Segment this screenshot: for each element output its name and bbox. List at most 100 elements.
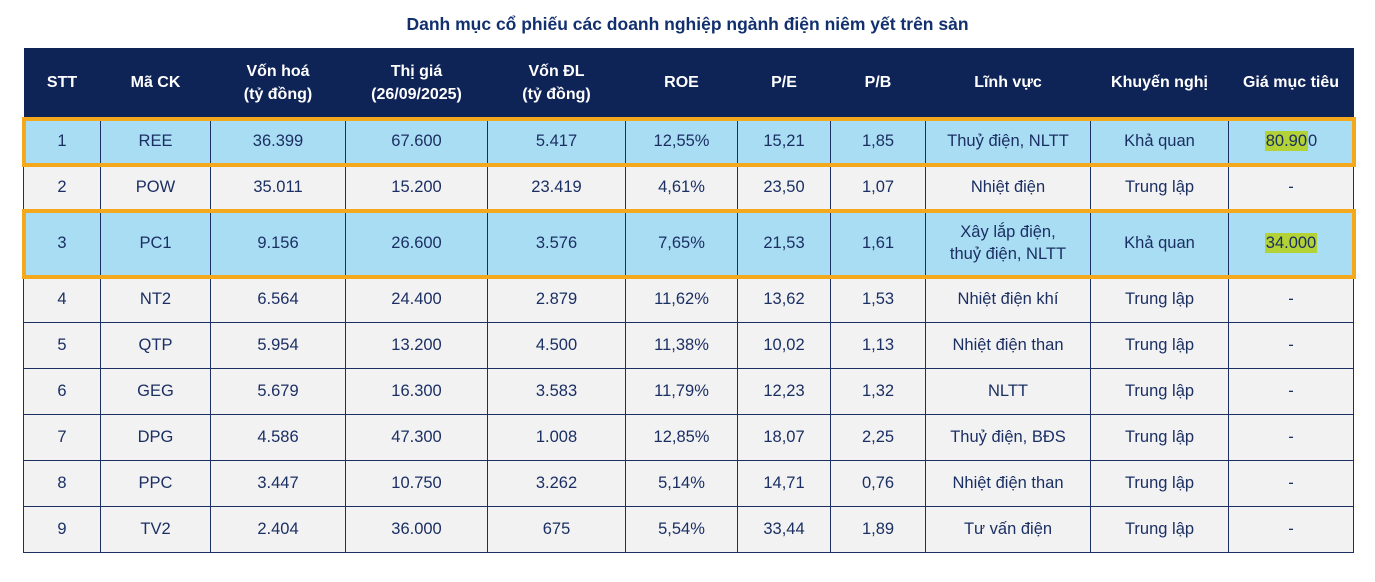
cell-stt: 7 — [23, 414, 101, 461]
cell-stt: 3 — [23, 210, 101, 277]
cell-pb: 0,76 — [830, 460, 926, 507]
cell-ma_ck: POW — [100, 164, 211, 211]
cell-gia_muc_tieu: 34.000 — [1228, 210, 1354, 277]
cell-ma_ck: TV2 — [100, 506, 211, 553]
cell-von_dl: 5.417 — [487, 118, 626, 165]
cell-von_dl: 3.262 — [487, 460, 626, 507]
cell-von_dl: 23.419 — [487, 164, 626, 211]
cell-von_dl: 4.500 — [487, 322, 626, 369]
cell-von_dl: 675 — [487, 506, 626, 553]
cell-von_dl: 2.879 — [487, 276, 626, 323]
cell-gia_muc_tieu: - — [1228, 276, 1354, 323]
cell-roe: 5,14% — [625, 460, 738, 507]
table-row: 4 NT2 6.564 24.400 2.879 11,62% 13,62 1,53 Nhiệt… — [23, 276, 1354, 323]
column-header-ma_ck: Mã CK — [100, 48, 211, 119]
cell-linh_vuc: Nhiệt điện — [925, 164, 1091, 211]
cell-von_hoa: 36.399 — [210, 118, 346, 165]
cell-stt: 5 — [23, 322, 101, 369]
cell-gia_muc_tieu: - — [1228, 164, 1354, 211]
cell-roe: 7,65% — [625, 210, 738, 277]
cell-stt: 4 — [23, 276, 101, 323]
cell-thi_gia: 67.600 — [345, 118, 488, 165]
cell-gia_muc_tieu: 80.900 — [1228, 118, 1354, 165]
cell-roe: 11,62% — [625, 276, 738, 323]
cell-pe: 10,02 — [737, 322, 831, 369]
cell-von_hoa: 35.011 — [210, 164, 346, 211]
cell-khuyen_nghi: Trung lập — [1090, 164, 1229, 211]
cell-pb: 1,89 — [830, 506, 926, 553]
cell-khuyen_nghi: Trung lập — [1090, 506, 1229, 553]
cell-thi_gia: 10.750 — [345, 460, 488, 507]
cell-thi_gia: 15.200 — [345, 164, 488, 211]
cell-khuyen_nghi: Trung lập — [1090, 322, 1229, 369]
table-body: 1 REE 36.399 67.600 5.417 12,55% 15,21 1,85 Thuỷ… — [21, 116, 1356, 553]
cell-pb: 1,61 — [830, 210, 926, 277]
cell-thi_gia: 26.600 — [345, 210, 488, 277]
column-header-pb: P/B — [830, 48, 926, 119]
table-row: 1 REE 36.399 67.600 5.417 12,55% 15,21 1,85 Thuỷ… — [21, 116, 1356, 167]
table-row: 5 QTP 5.954 13.200 4.500 11,38% 10,02 1,13 Nhiệt… — [23, 322, 1354, 369]
cell-khuyen_nghi: Trung lập — [1090, 460, 1229, 507]
cell-ma_ck: REE — [100, 118, 211, 165]
cell-khuyen_nghi: Trung lập — [1090, 368, 1229, 415]
cell-von_hoa: 5.954 — [210, 322, 346, 369]
cell-stt: 2 — [23, 164, 101, 211]
cell-gia_muc_tieu: - — [1228, 322, 1354, 369]
cell-roe: 5,54% — [625, 506, 738, 553]
cell-stt: 6 — [23, 368, 101, 415]
cell-ma_ck: GEG — [100, 368, 211, 415]
cell-khuyen_nghi: Khả quan — [1090, 210, 1229, 277]
cell-von_dl: 1.008 — [487, 414, 626, 461]
cell-von_dl: 3.576 — [487, 210, 626, 277]
column-header-linh_vuc: Lĩnh vực — [925, 48, 1091, 119]
target-price-highlight: 34.000 — [1264, 232, 1318, 253]
column-header-pe: P/E — [737, 48, 831, 119]
cell-stt: 9 — [23, 506, 101, 553]
column-header-roe: ROE — [625, 48, 738, 119]
cell-pe: 12,23 — [737, 368, 831, 415]
cell-gia_muc_tieu: - — [1228, 414, 1354, 461]
cell-pb: 1,07 — [830, 164, 926, 211]
page-title: Danh mục cổ phiếu các doanh nghiệp ngành… — [406, 14, 969, 34]
cell-linh_vuc: Nhiệt điện than — [925, 460, 1091, 507]
cell-ma_ck: NT2 — [100, 276, 211, 323]
cell-thi_gia: 47.300 — [345, 414, 488, 461]
cell-ma_ck: DPG — [100, 414, 211, 461]
cell-roe: 4,61% — [625, 164, 738, 211]
column-header-khuyen_nghi: Khuyến nghị — [1090, 48, 1229, 119]
cell-pe: 18,07 — [737, 414, 831, 461]
cell-gia_muc_tieu: - — [1228, 460, 1354, 507]
cell-pe: 33,44 — [737, 506, 831, 553]
cell-thi_gia: 24.400 — [345, 276, 488, 323]
cell-pe: 15,21 — [737, 118, 831, 165]
column-header-von_hoa: Vốn hoá (tỷ đồng) — [210, 48, 346, 119]
cell-von_hoa: 6.564 — [210, 276, 346, 323]
cell-von_dl: 3.583 — [487, 368, 626, 415]
cell-gia_muc_tieu: - — [1228, 506, 1354, 553]
cell-pb: 2,25 — [830, 414, 926, 461]
cell-pe: 21,53 — [737, 210, 831, 277]
cell-stt: 8 — [23, 460, 101, 507]
cell-ma_ck: PPC — [100, 460, 211, 507]
cell-roe: 12,55% — [625, 118, 738, 165]
cell-linh_vuc: Nhiệt điện khí — [925, 276, 1091, 323]
cell-von_hoa: 9.156 — [210, 210, 346, 277]
table-row: 7 DPG 4.586 47.300 1.008 12,85% 18,07 2,25 Thuỷ … — [23, 414, 1354, 461]
electricity-stocks-table: STT Mã CK Vốn hoá (tỷ đồng) Thị giá (26/09/… — [21, 48, 1356, 553]
cell-roe: 11,79% — [625, 368, 738, 415]
column-header-von_dl: Vốn ĐL (tỷ đồng) — [487, 48, 626, 119]
cell-thi_gia: 13.200 — [345, 322, 488, 369]
cell-linh_vuc: NLTT — [925, 368, 1091, 415]
cell-stt: 1 — [23, 118, 101, 165]
column-header-stt: STT — [23, 48, 101, 119]
table-row: 2 POW 35.011 15.200 23.419 4,61% 23,50 1,07 Nhiệ… — [23, 164, 1354, 211]
cell-linh_vuc: Xây lắp điện, thuỷ điện, NLTT — [925, 210, 1091, 277]
cell-pb: 1,13 — [830, 322, 926, 369]
cell-khuyen_nghi: Trung lập — [1090, 414, 1229, 461]
cell-ma_ck: PC1 — [100, 210, 211, 277]
table-row: 8 PPC 3.447 10.750 3.262 5,14% 14,71 0,76 Nhiệt … — [23, 460, 1354, 507]
cell-von_hoa: 2.404 — [210, 506, 346, 553]
cell-pb: 1,53 — [830, 276, 926, 323]
cell-linh_vuc: Nhiệt điện than — [925, 322, 1091, 369]
cell-pb: 1,85 — [830, 118, 926, 165]
